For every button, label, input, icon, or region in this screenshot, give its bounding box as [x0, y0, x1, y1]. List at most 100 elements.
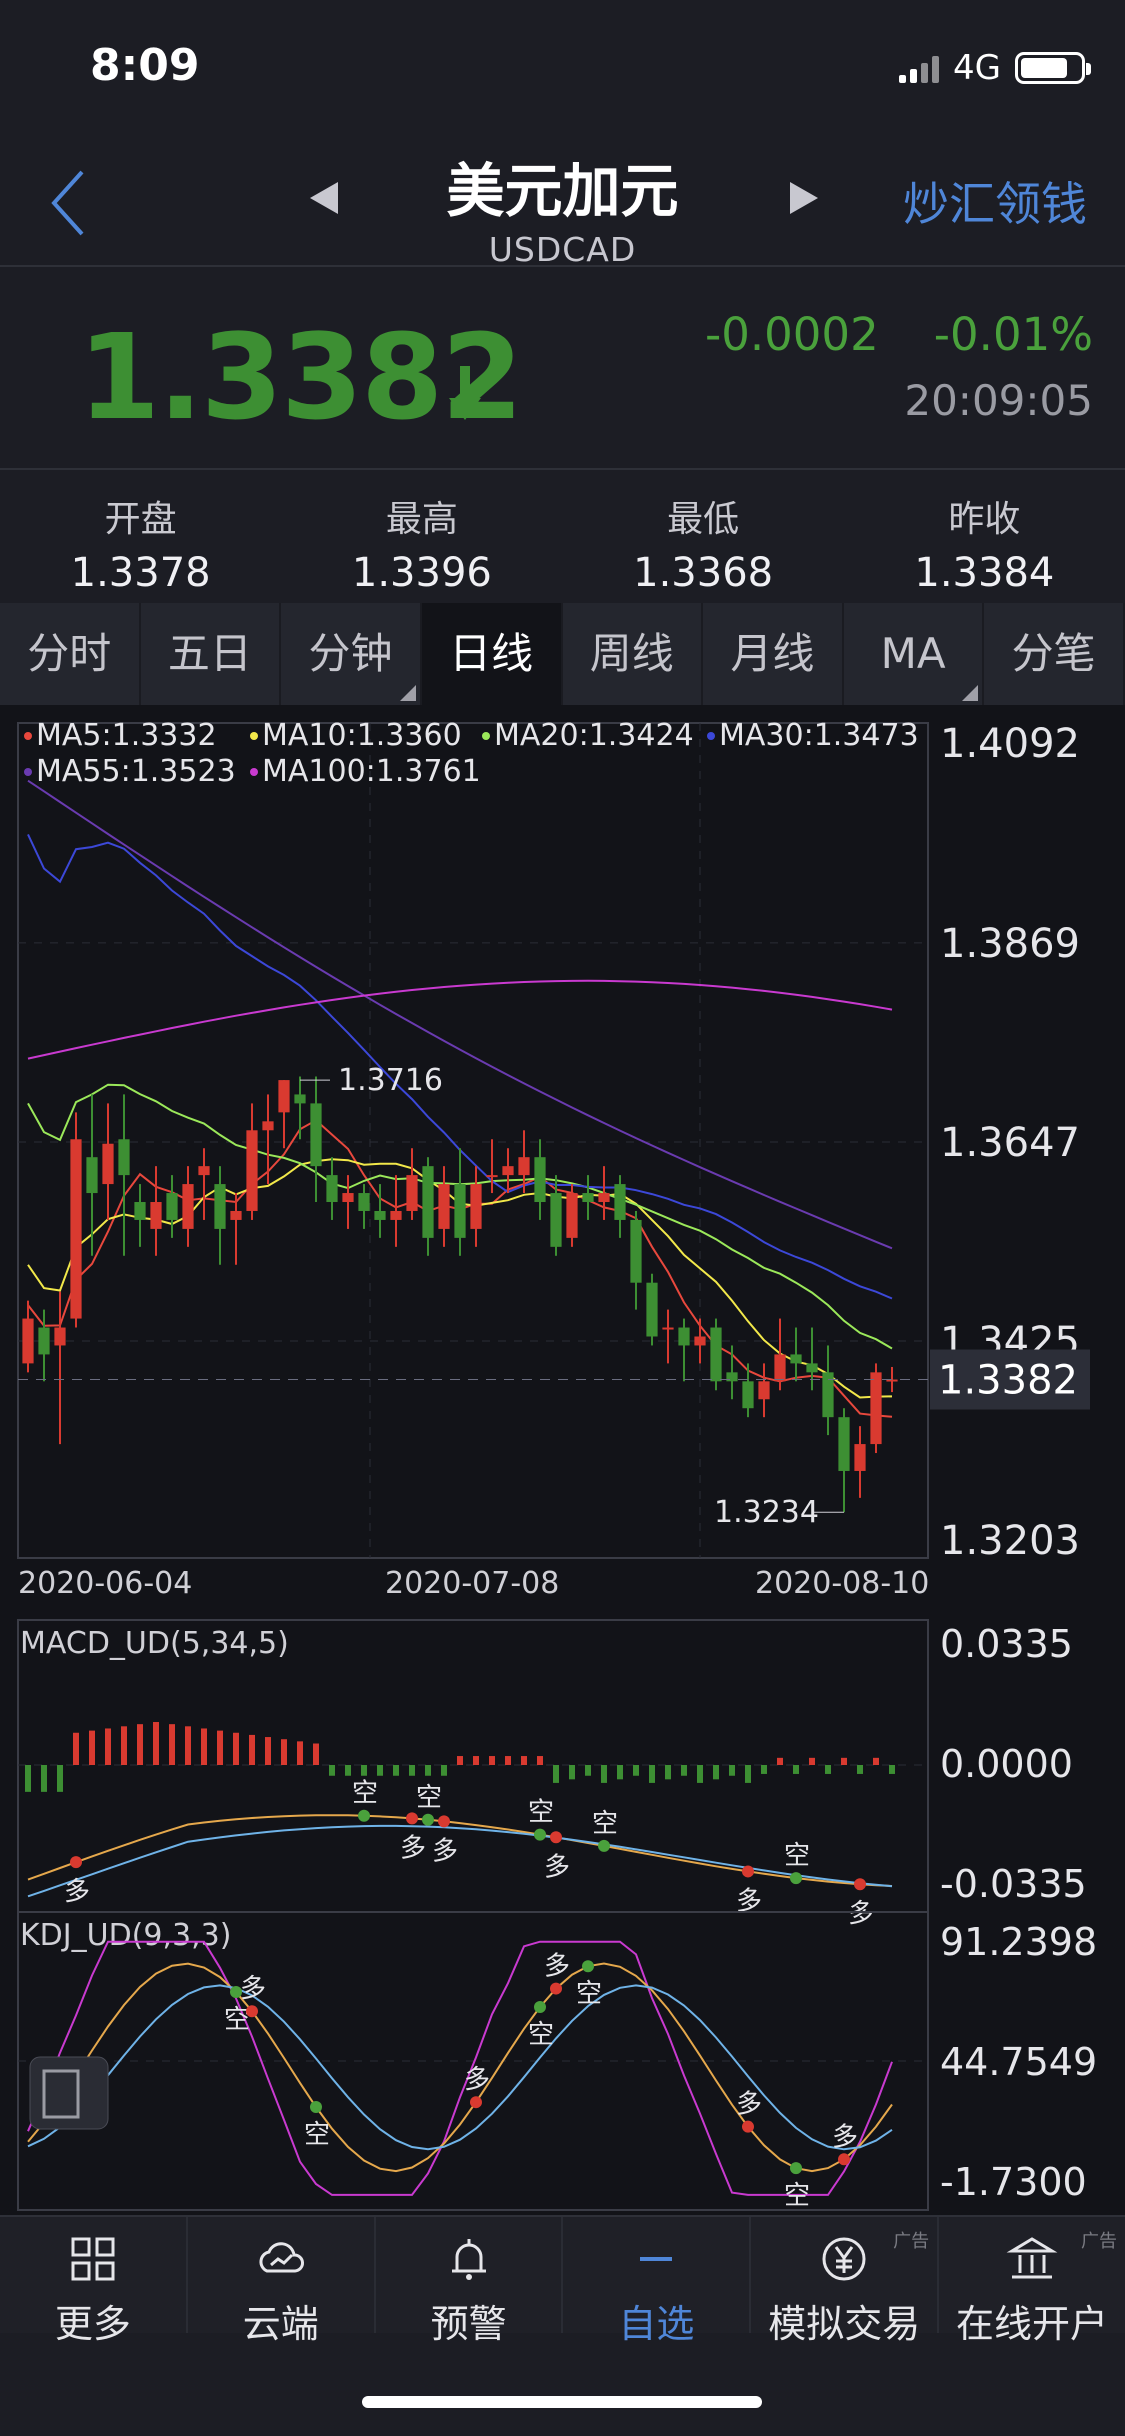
macd-signal-label: 多 — [400, 1833, 426, 1863]
candle — [854, 1444, 866, 1471]
legend-item: MA100:1.3761 — [262, 754, 481, 789]
candle — [310, 1103, 322, 1167]
macd-bar — [697, 1765, 703, 1783]
macd-bar — [521, 1756, 527, 1765]
candle — [438, 1184, 450, 1229]
candle — [342, 1193, 354, 1203]
drawing-tool-button[interactable] — [29, 2056, 109, 2130]
macd-bar — [489, 1756, 495, 1765]
kdj-signal-dot — [742, 2120, 754, 2133]
nav-label: 预警 — [430, 2302, 507, 2346]
macd-bar — [633, 1765, 639, 1776]
status-time: 8:09 — [90, 40, 200, 91]
nav-watchlist[interactable]: 自选 — [563, 2217, 752, 2346]
candle — [102, 1143, 114, 1185]
nav-bar: 美元加元 USDCAD 炒汇领钱 — [0, 140, 1125, 269]
x-tick: 2020-08-10 — [755, 1566, 929, 1601]
macd-bar — [873, 1757, 879, 1765]
legend-item: MA5:1.3332 — [36, 718, 217, 753]
ohlc-prev-close: 昨收 1.3384 — [844, 470, 1125, 600]
page-subtitle: USDCAD — [488, 230, 637, 269]
macd-signal-dot — [598, 1839, 610, 1852]
back-icon[interactable] — [48, 168, 88, 238]
candle — [54, 1327, 66, 1346]
candle — [694, 1336, 706, 1346]
prev-pair-icon[interactable] — [310, 182, 338, 214]
macd-signal-label: 多 — [848, 1899, 874, 1929]
tab-label: 分钟 — [308, 629, 393, 678]
candle — [486, 1175, 498, 1178]
tab-intraday[interactable]: 分时 — [0, 603, 141, 705]
macd-bar — [761, 1765, 767, 1774]
ma-line — [27, 779, 893, 1250]
current-price: 1.3382 — [78, 308, 523, 446]
kdj-y-tick: -1.7300 — [940, 2160, 1087, 2204]
macd-signal-label: 空 — [416, 1783, 442, 1813]
nav-label: 云端 — [242, 2302, 319, 2346]
macd-bar — [457, 1756, 463, 1765]
tab-ma[interactable]: MA — [844, 603, 985, 705]
kdj-signal-label: 空 — [304, 2120, 330, 2150]
macd-bar — [169, 1724, 175, 1765]
candle — [806, 1363, 818, 1373]
candle — [182, 1184, 194, 1229]
legend-item: MA55:1.3523 — [36, 754, 236, 789]
tab-minute[interactable]: 分钟 — [281, 603, 422, 705]
nav-open-account[interactable]: 广告 在线开户 — [939, 2217, 1125, 2346]
tab-monthly[interactable]: 月线 — [703, 603, 844, 705]
current-price-box — [930, 1349, 1090, 1410]
kdj-signal-dot — [470, 2096, 482, 2109]
nav-more[interactable]: 更多 — [0, 2217, 188, 2346]
candle — [454, 1184, 466, 1238]
candle — [758, 1381, 770, 1400]
macd-bar — [505, 1756, 511, 1765]
tab-label: 月线 — [730, 629, 815, 678]
macd-bar — [425, 1765, 431, 1776]
candle — [38, 1327, 50, 1355]
tab-label: 日线 — [449, 629, 534, 678]
yen-icon — [822, 2237, 866, 2281]
kdj-y-tick: 44.7549 — [940, 2040, 1097, 2084]
next-pair-icon[interactable] — [790, 182, 818, 214]
macd-bar — [25, 1765, 31, 1792]
y-tick: 1.3647 — [940, 1120, 1080, 1166]
macd-bar — [41, 1765, 47, 1792]
macd-bar — [537, 1756, 543, 1765]
nav-cloud[interactable]: 云端 — [188, 2217, 376, 2346]
tab-ticks[interactable]: 分笔 — [984, 603, 1125, 705]
divider — [0, 265, 1125, 267]
nav-alert[interactable]: 预警 — [376, 2217, 564, 2346]
tab-five-day[interactable]: 五日 — [141, 603, 282, 705]
ohlc-label: 最高 — [385, 499, 458, 540]
status-bar: 8:09 4G — [0, 0, 1125, 140]
candle — [678, 1327, 690, 1346]
macd-bar — [553, 1765, 559, 1783]
divider — [0, 468, 1125, 470]
candle — [422, 1166, 434, 1238]
bank-icon — [1006, 2237, 1058, 2279]
ohlc-value: 1.3396 — [351, 550, 492, 596]
tab-weekly[interactable]: 周线 — [563, 603, 704, 705]
candle — [246, 1130, 258, 1211]
candle — [870, 1372, 882, 1445]
macd-bar — [585, 1765, 591, 1776]
network-label: 4G — [953, 48, 1001, 88]
kdj-title: KDJ_UD(9,3,3) — [20, 1918, 231, 1953]
candle — [742, 1381, 754, 1409]
tab-daily[interactable]: 日线 — [421, 603, 563, 705]
status-indicators: 4G — [899, 48, 1091, 88]
macd-y-tick: 0.0335 — [940, 1622, 1073, 1666]
price-panel: 1.3382 -0.0002 -0.01% 20:09:05 — [0, 268, 1125, 468]
ohlc-label: 昨收 — [948, 499, 1021, 540]
kdj-signal-dot — [534, 2000, 546, 2013]
chart-area[interactable]: 1.4092 1.3869 1.3647 1.3425 1.3203 1.3382 1.3… — [0, 705, 1125, 2215]
nav-sim-trade[interactable]: 广告 模拟交易 — [751, 2217, 940, 2346]
kdj-signal-label: 空 — [224, 2005, 250, 2035]
kdj-signal-label: 多 — [736, 2090, 762, 2120]
candle — [70, 1139, 82, 1319]
x-tick: 2020-06-04 — [18, 1566, 192, 1601]
macd-bar — [569, 1765, 575, 1780]
macd-bar — [297, 1741, 303, 1765]
promo-link[interactable]: 炒汇领钱 — [903, 177, 1087, 231]
